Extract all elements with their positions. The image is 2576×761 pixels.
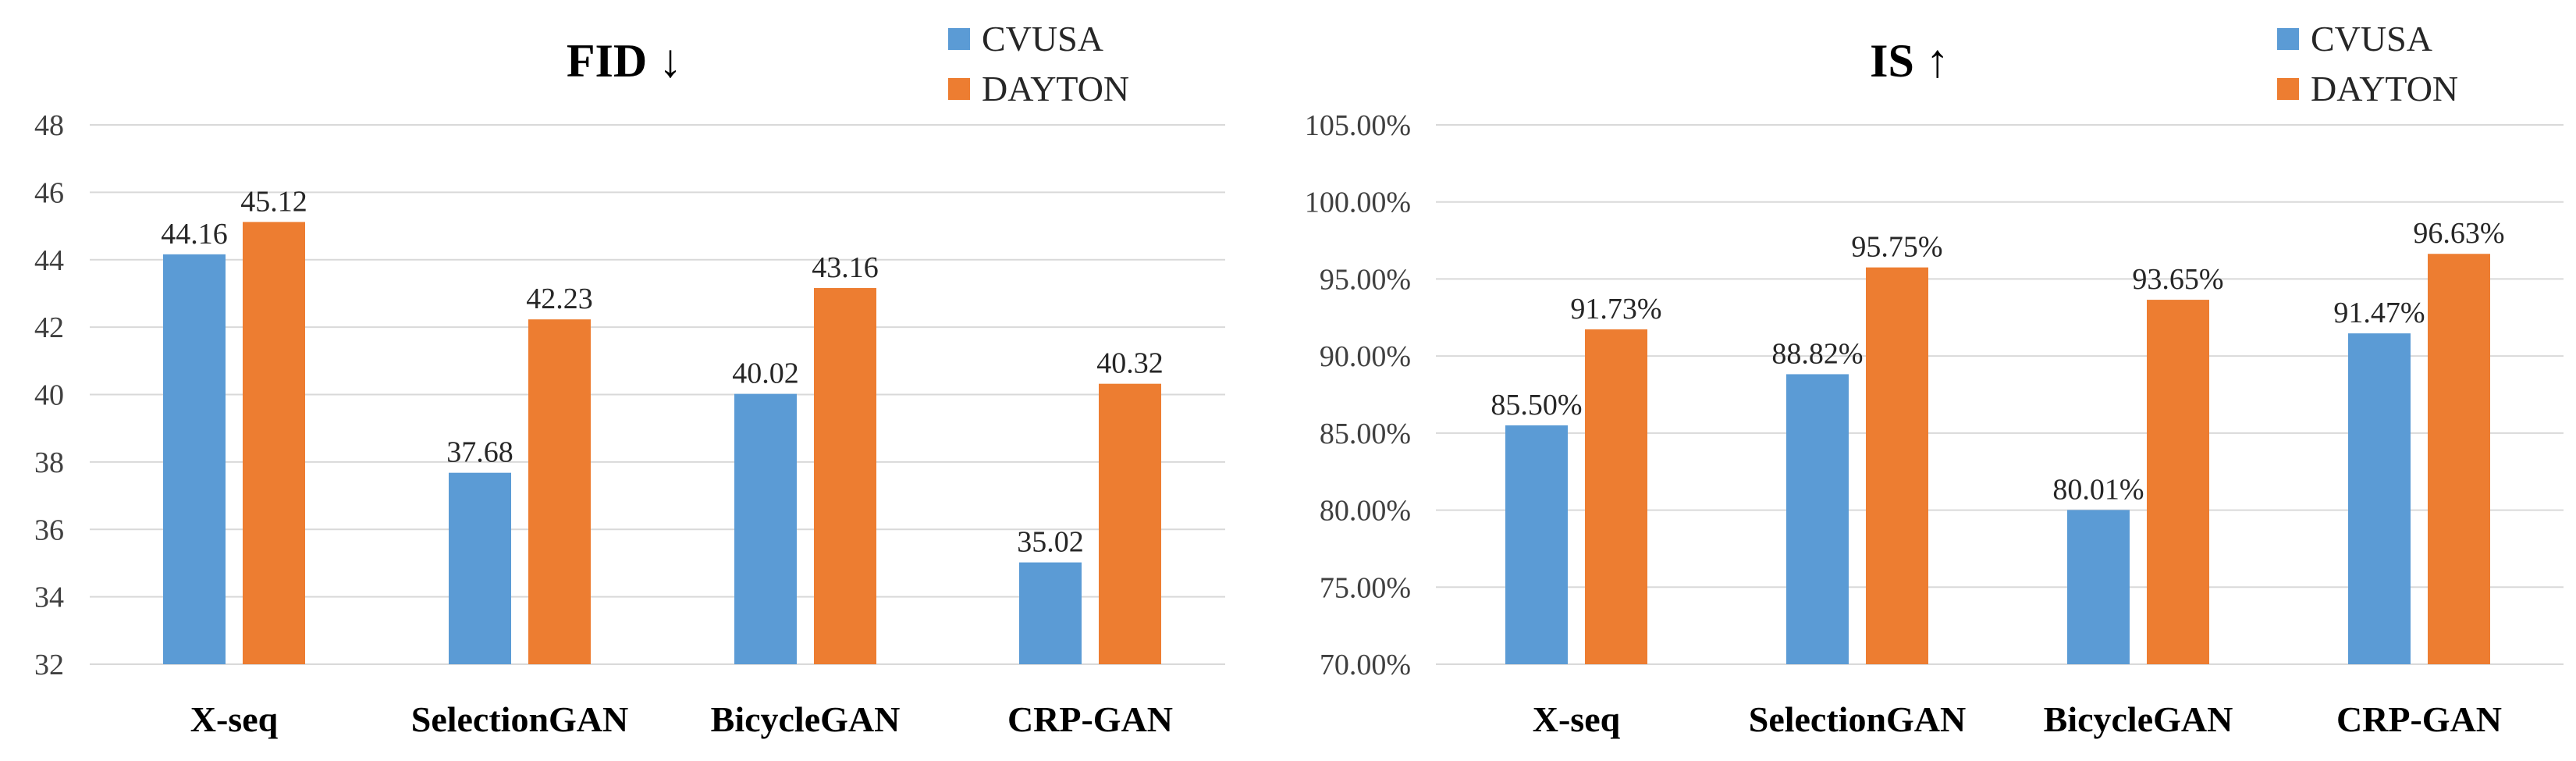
bar-dayton-selectiongan — [528, 319, 591, 664]
data-label-dayton-bicyclegan: 43.16 — [812, 251, 879, 284]
y-tick-label: 32 — [34, 649, 64, 681]
legend-label-dayton: DAYTON — [982, 69, 1129, 108]
category-label-bicyclegan: BicycleGAN — [711, 699, 901, 739]
data-label-dayton-crp-gan: 40.32 — [1096, 347, 1164, 380]
chart-title: FID ↓ — [567, 35, 682, 87]
y-tick-label: 80.00% — [1320, 495, 1411, 528]
bar-cvusa-selectiongan — [449, 472, 511, 664]
y-tick-label: 42 — [34, 311, 64, 344]
chart-title: IS ↑ — [1870, 35, 1949, 87]
y-tick-label: 38 — [34, 446, 64, 479]
is-chart: 70.00% 75.00% 80.00% 85.00% 90.00% 95.00% 100.… — [1305, 19, 2564, 739]
bar-dayton-crp-gan — [1099, 383, 1161, 664]
y-tick-label: 85.00% — [1320, 418, 1411, 450]
category-label-crp-gan: CRP-GAN — [2336, 699, 2502, 739]
bar-dayton-crp-gan — [2428, 254, 2490, 665]
category-label-x-seq: X-seq — [190, 699, 279, 739]
y-tick-label: 36 — [34, 514, 64, 546]
bar-dayton-bicyclegan — [814, 288, 876, 664]
data-label-cvusa-selectiongan: 88.82% — [1771, 337, 1863, 370]
bar-dayton-x-seq — [1585, 329, 1647, 664]
y-tick-label: 100.00% — [1305, 187, 1411, 219]
data-label-dayton-x-seq: 45.12 — [240, 185, 307, 218]
data-label-cvusa-bicyclegan: 80.01% — [2052, 473, 2144, 506]
bar-cvusa-bicyclegan — [2067, 510, 2130, 664]
legend-label-cvusa: CVUSA — [2311, 19, 2432, 59]
bar-cvusa-bicyclegan — [734, 393, 797, 664]
data-label-cvusa-crp-gan: 91.47% — [2333, 297, 2425, 329]
data-label-cvusa-selectiongan: 37.68 — [446, 436, 513, 469]
y-tick-label: 34 — [34, 581, 64, 614]
category-label-x-seq: X-seq — [1533, 699, 1621, 739]
y-tick-label: 75.00% — [1320, 571, 1411, 604]
y-tick-label: 46 — [34, 176, 64, 209]
data-label-dayton-x-seq: 91.73% — [1570, 293, 1661, 325]
y-tick-label: 44 — [34, 244, 64, 277]
data-label-dayton-selectiongan: 95.75% — [1851, 231, 1942, 264]
fid-chart: 32 34 36 38 40 42 44 46 48 FID ↓ CVUSA DAYTON 44.16 4… — [34, 19, 1225, 739]
bar-cvusa-x-seq — [163, 254, 226, 665]
legend-swatch-cvusa — [2277, 28, 2299, 50]
bar-dayton-selectiongan — [1866, 267, 1928, 664]
bar-cvusa-x-seq — [1505, 425, 1568, 664]
category-label-selectiongan: SelectionGAN — [411, 699, 629, 739]
data-label-cvusa-x-seq: 44.16 — [161, 218, 228, 251]
legend-label-dayton: DAYTON — [2311, 69, 2458, 108]
bar-cvusa-crp-gan — [1019, 562, 1082, 664]
legend-label-cvusa: CVUSA — [982, 19, 1103, 59]
y-tick-label: 48 — [34, 109, 64, 142]
bar-cvusa-selectiongan — [1786, 374, 1849, 664]
y-tick-label: 90.00% — [1320, 340, 1411, 373]
data-label-dayton-crp-gan: 96.63% — [2413, 217, 2504, 250]
legend-swatch-dayton — [948, 78, 970, 100]
y-tick-label: 95.00% — [1320, 263, 1411, 296]
legend-swatch-dayton — [2277, 78, 2299, 100]
bar-dayton-bicyclegan — [2147, 300, 2209, 664]
y-tick-label: 105.00% — [1305, 109, 1411, 142]
bar-dayton-x-seq — [243, 222, 305, 664]
data-label-dayton-bicyclegan: 93.65% — [2132, 263, 2223, 296]
data-label-cvusa-x-seq: 85.50% — [1491, 389, 1582, 421]
data-label-cvusa-bicyclegan: 40.02 — [732, 357, 799, 390]
data-label-cvusa-crp-gan: 35.02 — [1017, 526, 1084, 559]
data-label-dayton-selectiongan: 42.23 — [526, 283, 593, 315]
category-label-bicyclegan: BicycleGAN — [2044, 699, 2233, 739]
category-label-crp-gan: CRP-GAN — [1007, 699, 1173, 739]
y-tick-label: 70.00% — [1320, 649, 1411, 681]
category-label-selectiongan: SelectionGAN — [1749, 699, 1967, 739]
y-tick-label: 40 — [34, 379, 64, 412]
legend-swatch-cvusa — [948, 28, 970, 50]
bar-cvusa-crp-gan — [2348, 333, 2411, 664]
